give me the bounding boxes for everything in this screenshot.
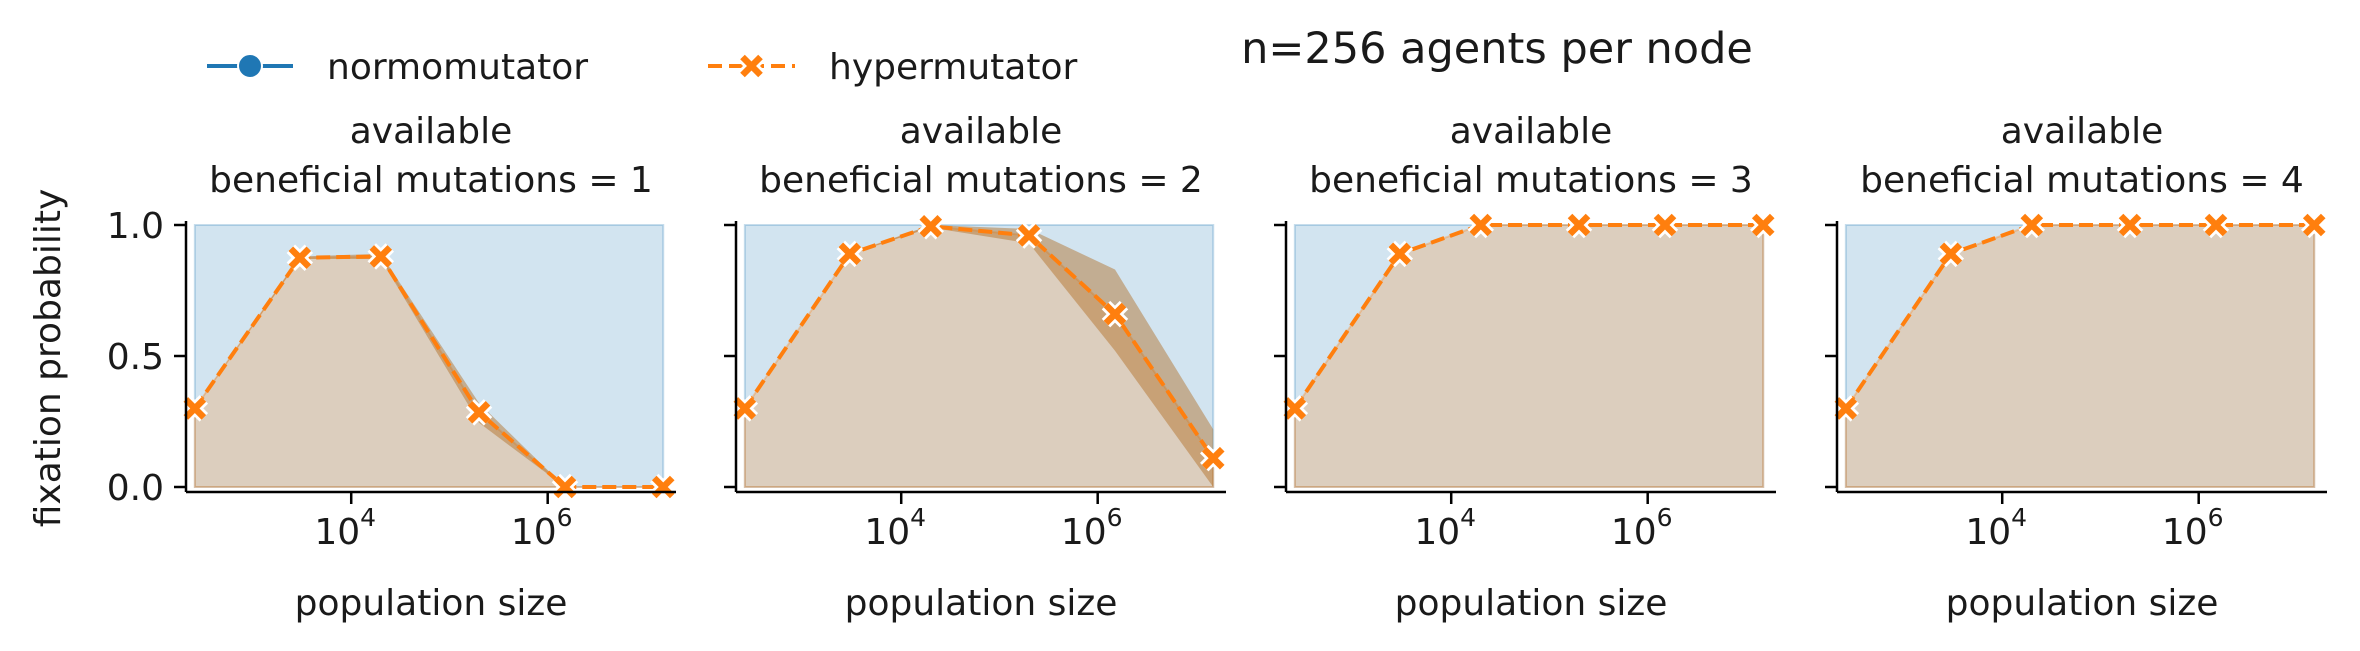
x-tick-label: 106 [2162, 503, 2224, 553]
panel-title-line-2: beneficial mutations = 1 [209, 160, 653, 201]
x-axis-label: population size [1395, 583, 1668, 624]
legend-marker-circle [237, 53, 263, 79]
y-tick-label: 1.0 [107, 206, 164, 247]
point-hypermutator-3 [1467, 211, 1495, 239]
panel-1: 0.0 0.5 1.0 104 106 population size available b… [107, 111, 677, 624]
legend-entry-normomutator: normomutator [207, 47, 588, 88]
legend-label: hypermutator [829, 47, 1077, 88]
panel-title-line-1: available [2001, 111, 2164, 152]
point-hypermutator-3 [917, 213, 945, 240]
x-tick-label: 104 [1414, 503, 1476, 553]
area-normomutator [743, 224, 1215, 488]
legend-label: normomutator [327, 47, 588, 88]
x-tick-label: 106 [511, 503, 573, 553]
y-tick-label: 0.5 [107, 337, 164, 378]
point-hypermutator-5 [551, 473, 579, 501]
x-tick-label: 106 [1611, 503, 1673, 553]
line-hypermutator [1293, 223, 1764, 410]
point-hypermutator-5 [1651, 211, 1679, 239]
x-tick-label: 104 [864, 503, 926, 553]
line-hypermutator [743, 224, 1215, 460]
panel-title-line-1: available [350, 111, 513, 152]
point-hypermutator-2 [836, 240, 864, 268]
x-tick-label: 104 [1965, 503, 2027, 553]
point-hypermutator-6 [2300, 211, 2328, 239]
legend-entry-hypermutator: hypermutator [708, 47, 1077, 88]
x-axis-label: population size [845, 583, 1118, 624]
y-tick-label: 0.0 [107, 468, 164, 509]
point-hypermutator-2 [1386, 240, 1414, 268]
line-hypermutator [193, 254, 664, 489]
point-hypermutator-1 [731, 395, 759, 422]
panel-title-line-2: beneficial mutations = 4 [1860, 160, 2304, 201]
point-hypermutator-6 [649, 473, 677, 501]
point-hypermutator-3 [2018, 211, 2046, 239]
panels: 0.0 0.5 1.0 104 106 population size available b… [107, 111, 2328, 624]
ci-band-hypermutator [744, 225, 1214, 487]
point-hypermutator-1 [1832, 395, 1860, 422]
y-axis-label: fixation probability [28, 189, 69, 528]
x-tick-label: 104 [314, 503, 376, 553]
panel-title-line-1: available [900, 111, 1063, 152]
point-hypermutator-4 [1015, 222, 1043, 249]
panel-title-line-2: beneficial mutations = 3 [1309, 160, 1753, 201]
point-hypermutator-6 [1199, 444, 1227, 472]
panel-4: 104 106 population size available beneficial… [1825, 111, 2328, 624]
point-hypermutator-4 [465, 399, 493, 426]
area-normomutator [193, 224, 665, 488]
line-hypermutator [1844, 223, 2315, 410]
point-hypermutator-2 [286, 244, 314, 271]
point-hypermutator-4 [2116, 211, 2144, 239]
point-hypermutator-1 [1281, 395, 1309, 422]
panel-3: 104 106 population size available beneficial… [1274, 111, 1777, 624]
legend: normomutator hypermutator [207, 47, 1077, 88]
x-axis-label: population size [295, 583, 568, 624]
figure-suptitle: n=256 agents per node [1241, 24, 1753, 74]
panel-title-line-1: available [1450, 111, 1613, 152]
legend-marker-x [738, 52, 765, 80]
point-hypermutator-3 [367, 243, 395, 270]
x-axis-label: population size [1946, 583, 2219, 624]
point-hypermutator-6 [1749, 211, 1777, 239]
panel-title-line-2: beneficial mutations = 2 [759, 160, 1203, 201]
point-hypermutator-1 [181, 395, 209, 422]
point-hypermutator-2 [1937, 240, 1965, 268]
point-hypermutator-4 [1565, 211, 1593, 239]
panel-2: 104 106 population size available beneficial… [724, 111, 1227, 624]
point-hypermutator-5 [2202, 211, 2230, 239]
point-hypermutator-5 [1101, 300, 1129, 328]
x-tick-label: 106 [1061, 503, 1123, 553]
